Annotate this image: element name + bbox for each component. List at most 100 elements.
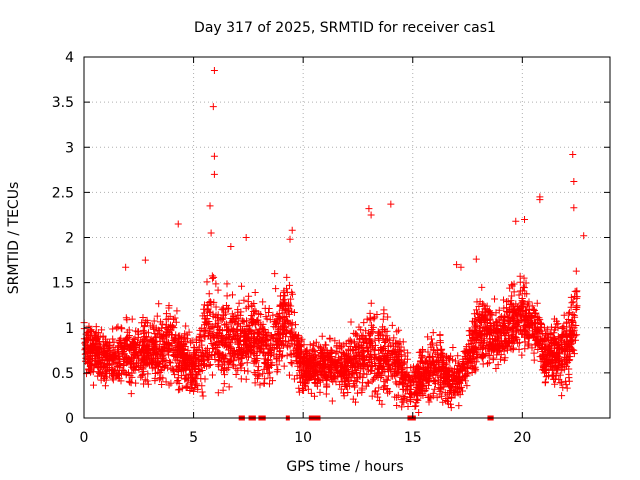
data-point <box>567 293 575 301</box>
data-point <box>481 305 489 313</box>
data-point <box>528 302 536 310</box>
data-point <box>181 359 189 367</box>
data-point <box>85 365 93 373</box>
data-point <box>460 363 468 371</box>
data-point <box>344 347 352 355</box>
data-point <box>340 349 348 357</box>
data-point <box>525 323 533 331</box>
data-point <box>210 152 218 160</box>
data-point <box>185 357 193 365</box>
data-point <box>250 299 258 307</box>
data-point <box>539 354 547 362</box>
data-point <box>206 298 214 306</box>
data-point <box>491 295 499 303</box>
data-point <box>104 360 112 368</box>
data-point <box>342 355 350 363</box>
data-point <box>374 355 382 363</box>
data-point <box>397 367 405 375</box>
data-point <box>496 355 504 363</box>
data-point <box>179 346 187 354</box>
data-point <box>297 379 305 387</box>
data-point <box>166 358 174 366</box>
data-point <box>533 324 541 332</box>
data-point <box>83 342 91 350</box>
data-point <box>415 409 423 417</box>
data-point <box>283 285 291 293</box>
data-point <box>554 320 562 328</box>
data-point <box>547 329 555 337</box>
data-point <box>271 270 279 278</box>
data-point <box>234 306 242 314</box>
data-point <box>473 322 481 330</box>
data-point <box>280 342 288 350</box>
data-point <box>186 370 194 378</box>
data-point <box>150 317 158 325</box>
data-point <box>377 345 385 353</box>
data-point <box>447 387 455 395</box>
data-point <box>178 333 186 341</box>
data-point <box>398 403 406 411</box>
data-point <box>137 337 145 345</box>
data-point <box>537 321 545 329</box>
data-point <box>570 311 578 319</box>
data-point <box>296 374 304 382</box>
data-point <box>340 341 348 349</box>
data-point <box>174 377 182 385</box>
data-point <box>158 346 166 354</box>
data-point <box>120 350 128 358</box>
data-point <box>164 364 172 372</box>
data-point <box>228 291 236 299</box>
data-point <box>573 287 581 295</box>
data-point <box>279 330 287 338</box>
data-point <box>425 398 433 406</box>
data-point <box>211 355 219 363</box>
data-point <box>96 369 104 377</box>
data-point <box>131 335 139 343</box>
data-point <box>164 326 172 334</box>
data-point <box>171 314 179 322</box>
data-point <box>414 363 422 371</box>
data-point <box>201 333 209 341</box>
data-point <box>446 381 454 389</box>
data-point <box>203 278 211 286</box>
chart-title: Day 317 of 2025, SRMTID for receiver cas… <box>194 20 496 36</box>
data-point <box>226 350 234 358</box>
data-point <box>512 334 520 342</box>
data-point <box>520 317 528 325</box>
data-point <box>493 325 501 333</box>
data-point <box>180 363 188 371</box>
data-point <box>257 321 265 329</box>
data-point <box>198 352 206 360</box>
data-point <box>570 324 578 332</box>
data-point <box>287 358 295 366</box>
data-point <box>367 357 375 365</box>
data-point <box>514 319 522 327</box>
data-point <box>326 365 334 373</box>
data-point <box>233 331 241 339</box>
data-point <box>220 380 228 388</box>
data-point <box>424 348 432 356</box>
data-point <box>299 360 307 368</box>
data-point <box>429 329 437 337</box>
data-point <box>566 323 574 331</box>
data-point <box>400 373 408 381</box>
data-point <box>492 319 500 327</box>
data-point <box>159 345 167 353</box>
data-point <box>415 363 423 371</box>
data-point <box>190 387 198 395</box>
data-point <box>522 279 530 287</box>
data-point <box>439 377 447 385</box>
data-point <box>159 357 167 365</box>
data-point <box>159 363 167 371</box>
data-point <box>458 363 466 371</box>
data-point <box>371 313 379 321</box>
data-point <box>509 346 517 354</box>
data-point <box>238 282 246 290</box>
data-point <box>580 232 588 240</box>
data-point <box>410 367 418 375</box>
data-point <box>248 344 256 352</box>
data-point <box>391 349 399 357</box>
data-point <box>113 324 121 332</box>
data-point <box>316 359 324 367</box>
